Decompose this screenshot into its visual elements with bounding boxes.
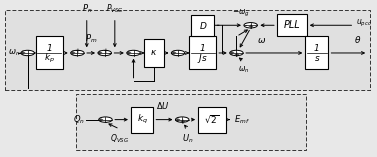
Text: -: - — [109, 50, 111, 56]
FancyBboxPatch shape — [189, 36, 216, 69]
Text: +: + — [126, 50, 132, 56]
Text: +: + — [69, 50, 75, 56]
Text: -: - — [177, 52, 179, 58]
Text: $\omega_n$: $\omega_n$ — [238, 65, 250, 75]
Text: $P_n$: $P_n$ — [81, 2, 92, 15]
Circle shape — [127, 50, 140, 56]
Text: 1: 1 — [314, 43, 320, 53]
Text: $\Delta U$: $\Delta U$ — [156, 100, 170, 111]
FancyBboxPatch shape — [131, 106, 153, 133]
FancyBboxPatch shape — [277, 14, 307, 36]
FancyBboxPatch shape — [5, 10, 369, 90]
Circle shape — [175, 117, 189, 122]
Circle shape — [244, 23, 257, 28]
Text: +: + — [233, 52, 239, 58]
Text: 1: 1 — [46, 43, 52, 53]
Text: $\omega$: $\omega$ — [257, 36, 267, 46]
Text: $\kappa$: $\kappa$ — [150, 49, 158, 57]
Text: +: + — [170, 50, 176, 56]
Text: -: - — [132, 52, 135, 58]
Text: +: + — [248, 24, 254, 30]
Text: -: - — [244, 22, 247, 28]
FancyBboxPatch shape — [75, 94, 306, 150]
Text: +: + — [20, 50, 26, 56]
Text: +: + — [174, 117, 180, 123]
FancyBboxPatch shape — [198, 106, 226, 133]
Text: +: + — [179, 119, 185, 125]
Text: +: + — [98, 117, 103, 123]
Text: PLL: PLL — [284, 20, 300, 30]
Text: $D$: $D$ — [199, 20, 207, 31]
Circle shape — [70, 50, 84, 56]
FancyBboxPatch shape — [144, 39, 164, 67]
Text: -: - — [104, 119, 107, 125]
Text: $Q_{VSG}$: $Q_{VSG}$ — [110, 132, 129, 145]
Text: $-\omega_g$: $-\omega_g$ — [232, 8, 250, 19]
Text: +: + — [228, 50, 234, 56]
Circle shape — [230, 50, 243, 56]
Text: $\theta$: $\theta$ — [354, 35, 362, 46]
Circle shape — [21, 50, 34, 56]
Text: +: + — [75, 48, 80, 54]
Text: $Q_n$: $Q_n$ — [73, 113, 85, 126]
Text: $P_{VSG}$: $P_{VSG}$ — [106, 2, 124, 15]
Text: $k_p$: $k_p$ — [44, 52, 55, 65]
Text: $u_{pcc}$: $u_{pcc}$ — [356, 18, 372, 29]
Circle shape — [171, 50, 185, 56]
Text: $s$: $s$ — [314, 54, 320, 63]
Text: $P_m$: $P_m$ — [85, 33, 97, 46]
Text: $k_q$: $k_q$ — [136, 113, 148, 126]
Text: $U_n$: $U_n$ — [182, 132, 193, 145]
Circle shape — [99, 117, 112, 122]
Text: $\omega_n$: $\omega_n$ — [8, 48, 20, 58]
Text: +: + — [102, 48, 108, 54]
Text: 1: 1 — [200, 43, 205, 53]
FancyBboxPatch shape — [305, 36, 328, 69]
Text: -: - — [26, 52, 29, 58]
Text: $Js$: $Js$ — [198, 52, 208, 65]
Text: +: + — [97, 50, 103, 56]
Text: $E_{mf}$: $E_{mf}$ — [234, 113, 250, 126]
Circle shape — [98, 50, 112, 56]
FancyBboxPatch shape — [36, 36, 63, 69]
FancyBboxPatch shape — [191, 15, 215, 36]
Text: $\sqrt{2}$: $\sqrt{2}$ — [204, 114, 220, 125]
